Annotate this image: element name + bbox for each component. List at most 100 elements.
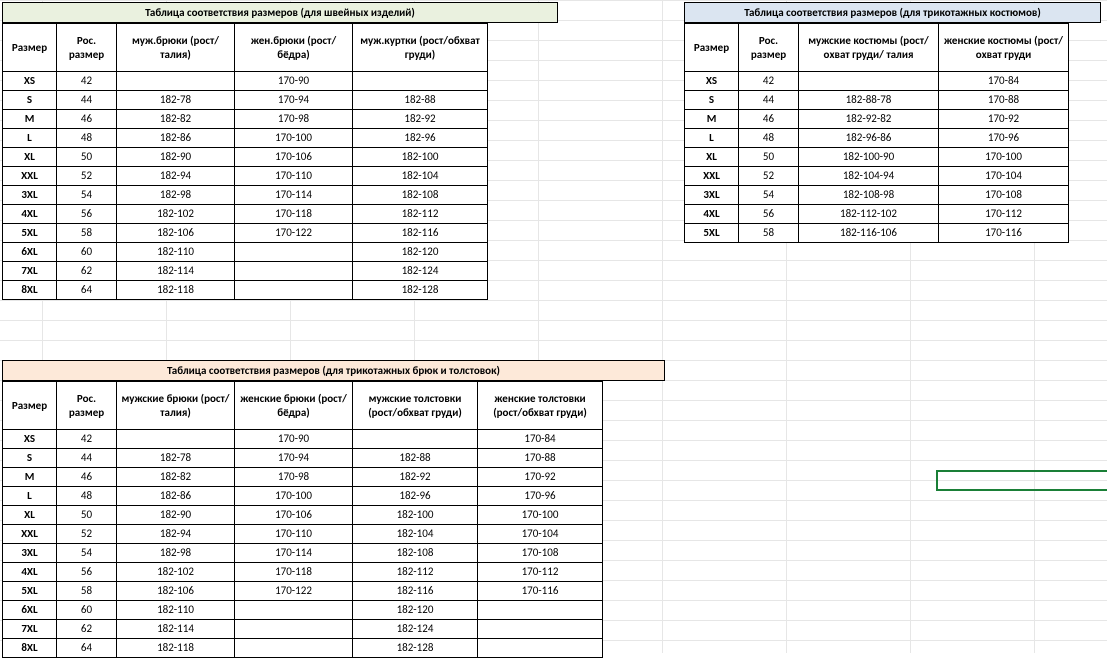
cell[interactable]: 170-98 (235, 468, 353, 487)
table-row[interactable]: 8XL64182-118182-128 (3, 639, 603, 658)
table-row[interactable]: S44182-78170-94182-88170-88 (3, 449, 603, 468)
cell[interactable]: 170-84 (939, 72, 1069, 91)
cell[interactable]: 182-90 (117, 506, 235, 525)
cell[interactable]: 46 (57, 110, 117, 129)
cell[interactable]: 182-92 (353, 468, 478, 487)
cell[interactable]: 182-90 (117, 148, 235, 167)
cell[interactable]: 170-110 (235, 525, 353, 544)
cell[interactable]: 182-92 (353, 110, 488, 129)
cell[interactable]: 170-106 (235, 148, 353, 167)
cell[interactable] (117, 72, 235, 91)
cell[interactable]: 182-88 (353, 449, 478, 468)
table-row[interactable]: M46182-82170-98182-92170-92 (3, 468, 603, 487)
table-row[interactable]: 4XL56182-102170-118182-112 (3, 205, 488, 224)
cell[interactable]: 182-94 (117, 167, 235, 186)
table-row[interactable]: M46182-82170-98182-92 (3, 110, 488, 129)
cell[interactable]: 182-128 (353, 639, 478, 658)
table-row[interactable]: 6XL60182-110182-120 (3, 243, 488, 262)
cell[interactable]: 54 (57, 544, 117, 563)
cell[interactable]: 170-114 (235, 186, 353, 205)
cell[interactable]: 4XL (3, 205, 57, 224)
cell[interactable]: 170-100 (478, 506, 603, 525)
cell[interactable]: 182-86 (117, 129, 235, 148)
cell[interactable]: S (3, 91, 57, 110)
cell[interactable]: 170-122 (235, 582, 353, 601)
cell[interactable]: 44 (739, 91, 799, 110)
cell[interactable]: 46 (57, 468, 117, 487)
cell[interactable]: 182-98 (117, 186, 235, 205)
table-row[interactable]: 3XL54182-108-98170-108 (685, 186, 1069, 205)
cell[interactable]: 182-106 (117, 224, 235, 243)
cell[interactable]: XXL (685, 167, 739, 186)
cell[interactable]: 64 (57, 281, 117, 300)
cell[interactable]: 50 (57, 506, 117, 525)
cell[interactable]: 170-100 (235, 487, 353, 506)
table-row[interactable]: L48182-86170-100182-96 (3, 129, 488, 148)
table-row[interactable]: S44182-88-78170-88 (685, 91, 1069, 110)
cell[interactable]: 182-114 (117, 262, 235, 281)
table-row[interactable]: M46182-92-82170-92 (685, 110, 1069, 129)
cell[interactable]: 170-92 (939, 110, 1069, 129)
cell[interactable]: S (3, 449, 57, 468)
cell[interactable] (235, 281, 353, 300)
cell[interactable]: 170-104 (939, 167, 1069, 186)
cell[interactable]: 182-98 (117, 544, 235, 563)
table-row[interactable]: 4XL56182-102170-118182-112170-112 (3, 563, 603, 582)
cell[interactable]: 182-112-102 (799, 205, 939, 224)
cell[interactable]: 60 (57, 243, 117, 262)
cell[interactable]: 170-106 (235, 506, 353, 525)
cell[interactable]: 170-90 (235, 430, 353, 449)
cell[interactable]: L (685, 129, 739, 148)
table-row[interactable]: XXL52182-104-94170-104 (685, 167, 1069, 186)
cell[interactable]: 182-100 (353, 148, 488, 167)
table-row[interactable]: 8XL64182-118182-128 (3, 281, 488, 300)
cell[interactable]: 170-114 (235, 544, 353, 563)
cell[interactable]: 182-88 (353, 91, 488, 110)
cell[interactable]: 182-102 (117, 563, 235, 582)
cell[interactable]: 56 (739, 205, 799, 224)
cell[interactable]: 52 (57, 167, 117, 186)
table-row[interactable]: 6XL60182-110182-120 (3, 601, 603, 620)
cell[interactable] (235, 601, 353, 620)
cell[interactable]: 170-108 (478, 544, 603, 563)
cell[interactable]: 182-82 (117, 110, 235, 129)
cell[interactable]: L (3, 129, 57, 148)
cell[interactable]: 170-116 (478, 582, 603, 601)
table-row[interactable]: 3XL54182-98170-114182-108170-108 (3, 544, 603, 563)
cell[interactable]: M (3, 468, 57, 487)
cell[interactable]: 170-88 (478, 449, 603, 468)
cell[interactable]: 182-116-106 (799, 224, 939, 243)
cell[interactable]: 3XL (3, 544, 57, 563)
table-row[interactable]: XL50182-100-90170-100 (685, 148, 1069, 167)
table-sewing-grid[interactable]: Размер Рос. размер муж.брюки (рост/талия… (2, 23, 488, 300)
cell[interactable]: 56 (57, 563, 117, 582)
cell[interactable]: 48 (739, 129, 799, 148)
cell[interactable]: 170-92 (478, 468, 603, 487)
cell[interactable]: 170-94 (235, 449, 353, 468)
cell[interactable]: 42 (739, 72, 799, 91)
cell[interactable]: XS (685, 72, 739, 91)
cell[interactable] (117, 430, 235, 449)
cell[interactable]: 182-108 (353, 544, 478, 563)
cell[interactable]: 182-120 (353, 243, 488, 262)
cell[interactable]: S (685, 91, 739, 110)
cell[interactable]: 170-112 (478, 563, 603, 582)
cell[interactable]: 182-96 (353, 129, 488, 148)
cell[interactable]: XL (685, 148, 739, 167)
cell[interactable]: 8XL (3, 281, 57, 300)
cell[interactable]: 44 (57, 449, 117, 468)
cell[interactable]: 58 (57, 582, 117, 601)
cell[interactable]: M (685, 110, 739, 129)
cell[interactable]: 182-100-90 (799, 148, 939, 167)
cell[interactable]: 170-90 (235, 72, 353, 91)
cell[interactable]: XS (3, 72, 57, 91)
cell[interactable]: 6XL (3, 243, 57, 262)
cell[interactable]: 170-84 (478, 430, 603, 449)
cell[interactable]: 182-118 (117, 281, 235, 300)
cell[interactable]: 182-96-86 (799, 129, 939, 148)
cell[interactable] (235, 620, 353, 639)
cell[interactable]: 170-98 (235, 110, 353, 129)
cell[interactable]: 182-104-94 (799, 167, 939, 186)
cell[interactable]: 170-96 (939, 129, 1069, 148)
cell[interactable]: 182-104 (353, 167, 488, 186)
